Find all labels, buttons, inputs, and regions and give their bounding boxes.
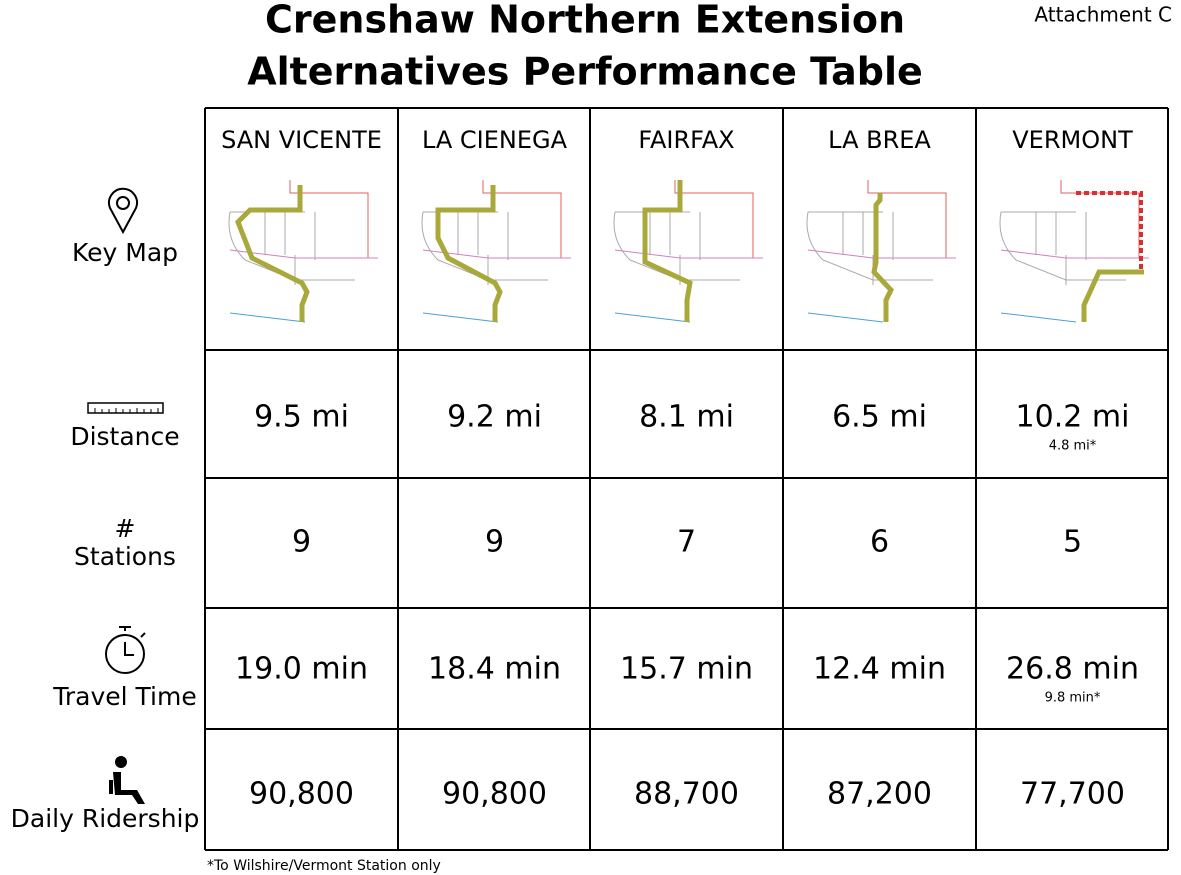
map-pink-line <box>614 249 763 259</box>
map-blue-line <box>614 312 691 323</box>
map-red-line <box>289 180 369 258</box>
column-header: FAIRFAX <box>638 126 734 154</box>
map-base <box>613 211 740 285</box>
cell-value: 12.4 min <box>813 652 946 687</box>
stopwatch-icon <box>105 634 145 674</box>
cell-value: 18.4 min <box>428 652 561 687</box>
cell-note: 9.8 min* <box>1045 691 1101 706</box>
map-blue-line <box>1000 312 1077 323</box>
cell-value: 5 <box>1063 525 1082 560</box>
cell-note: 4.8 mi* <box>1049 439 1097 454</box>
column-header: VERMONT <box>1012 126 1133 154</box>
ruler-icon <box>94 408 159 413</box>
map-red-line <box>867 180 947 258</box>
row-label: Distance <box>70 422 179 451</box>
row-label: Stations <box>74 542 176 571</box>
map-blue-line <box>807 312 884 323</box>
cell-value: 9 <box>292 525 311 560</box>
row-label: Travel Time <box>52 682 196 711</box>
map-red-line <box>674 180 754 258</box>
map-route <box>435 185 503 322</box>
map-red-line <box>482 180 562 258</box>
table-grid <box>204 107 1169 851</box>
row-label: Daily Ridership <box>11 804 200 833</box>
cell-value: 9.2 mi <box>447 400 542 435</box>
ruler-icon <box>87 402 164 414</box>
cell-value: 9 <box>485 525 504 560</box>
cell-value: 10.2 mi <box>1016 400 1130 435</box>
rider-icon <box>109 756 145 804</box>
cell-value: 88,700 <box>634 777 739 812</box>
cell-value: 90,800 <box>442 777 547 812</box>
map-base <box>806 211 933 285</box>
stopwatch-icon <box>119 626 146 656</box>
map-route <box>642 180 693 322</box>
row-label: Key Map <box>72 238 178 267</box>
map-blue-line <box>422 312 499 323</box>
footnote: *To Wilshire/Vermont Station only <box>207 858 441 874</box>
cell-value: 6 <box>870 525 889 560</box>
map-route-dashed <box>1076 191 1143 270</box>
cell-value: 9.5 mi <box>254 400 349 435</box>
column-header: LA CIENEGA <box>422 126 568 154</box>
map-base <box>999 211 1126 285</box>
cell-value: 8.1 mi <box>639 400 734 435</box>
title: Crenshaw Northern Extension <box>265 0 905 42</box>
pin-icon <box>108 187 138 235</box>
cell-value: 15.7 min <box>620 652 753 687</box>
column-header: LA BREA <box>828 126 931 154</box>
map-pink-line <box>807 249 956 259</box>
attachment-label: Attachment C <box>1034 3 1172 27</box>
cell-value: 26.8 min <box>1006 652 1139 687</box>
cell-value: 19.0 min <box>235 652 368 687</box>
icons <box>87 187 164 674</box>
map-route <box>235 185 310 322</box>
map-pink-line <box>1000 249 1149 259</box>
map-route <box>871 193 895 322</box>
column-header: SAN VICENTE <box>221 126 382 154</box>
cell-value: 77,700 <box>1020 777 1125 812</box>
cell-value: 7 <box>677 525 696 560</box>
title: Alternatives Performance Table <box>247 50 923 94</box>
cell-value: 6.5 mi <box>832 400 927 435</box>
map-blue-line <box>229 312 306 323</box>
cell-value: 90,800 <box>249 777 354 812</box>
pin-icon <box>116 196 130 210</box>
map-route <box>1081 269 1144 322</box>
cell-value: 87,200 <box>827 777 932 812</box>
row-symbol: # <box>115 514 136 543</box>
